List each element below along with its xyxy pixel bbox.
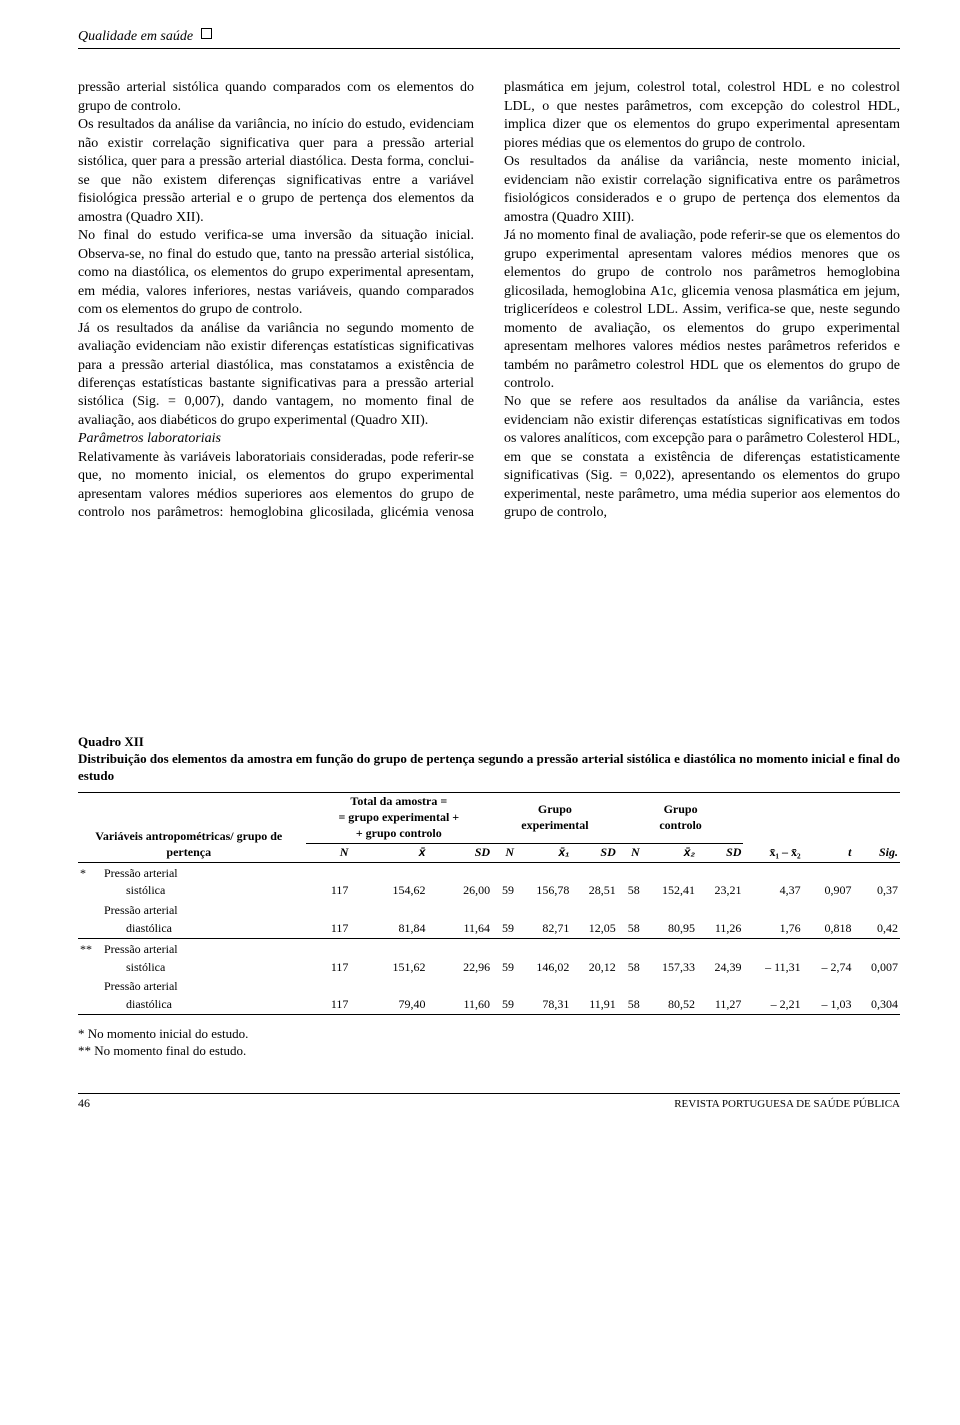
box-icon bbox=[201, 28, 212, 39]
table-row: diastólica11781,8411,645982,7112,055880,… bbox=[78, 920, 900, 938]
subhead: x̄₁ bbox=[516, 843, 571, 862]
subhead: SD bbox=[571, 843, 617, 862]
paragraph: pressão arterial sistólica quando compar… bbox=[78, 79, 474, 116]
col-diff: x̄₁ – x̄₂ bbox=[743, 793, 802, 862]
paragraph: No final do estudo verifica-se uma inver… bbox=[78, 227, 474, 319]
footnote: ** No momento final do estudo. bbox=[78, 1042, 900, 1059]
col-t: t bbox=[803, 793, 854, 862]
table-block: Quadro XII Distribuição dos elementos da… bbox=[78, 733, 900, 1060]
journal-name: REVISTA PORTUGUESA DE SAÚDE PÚBLICA bbox=[674, 1097, 900, 1112]
table-caption: Distribuição dos elementos da amostra em… bbox=[78, 750, 900, 784]
col-ctrl: Grupo controlo bbox=[618, 793, 744, 843]
col-sig: Sig. bbox=[854, 793, 900, 862]
paragraph: Os resultados da análise da variância, n… bbox=[504, 153, 900, 227]
col-total: Total da amostra = = grupo experimental … bbox=[306, 793, 493, 843]
subhead: N bbox=[492, 843, 516, 862]
data-table: Variáveis antropométricas/ grupo de pert… bbox=[78, 792, 900, 1015]
table-row: Pressão arterial bbox=[78, 976, 900, 996]
running-head-text: Qualidade em saúde bbox=[78, 29, 193, 44]
table-footnotes: * No momento inicial do estudo. ** No mo… bbox=[78, 1025, 900, 1059]
table-title: Quadro XII bbox=[78, 733, 900, 750]
page-footer: 46 REVISTA PORTUGUESA DE SAÚDE PÚBLICA bbox=[78, 1093, 900, 1112]
paragraph: No que se refere aos resultados da análi… bbox=[504, 393, 900, 522]
page-number: 46 bbox=[78, 1096, 90, 1112]
table-row: *Pressão arterial bbox=[78, 862, 900, 882]
subhead: SD bbox=[697, 843, 743, 862]
table-row: sistólica117151,6222,9659146,0220,125815… bbox=[78, 959, 900, 977]
table-row: diastólica11779,4011,605978,3111,915880,… bbox=[78, 996, 900, 1014]
table-body: *Pressão arterialsistólica117154,6226,00… bbox=[78, 862, 900, 1015]
table-header-row: Variáveis antropométricas/ grupo de pert… bbox=[78, 793, 900, 843]
col-exp: Grupo experimental bbox=[492, 793, 618, 843]
subhead: N bbox=[618, 843, 642, 862]
subhead: N bbox=[306, 843, 351, 862]
table-row: Pressão arterial bbox=[78, 900, 900, 920]
footnote: * No momento inicial do estudo. bbox=[78, 1025, 900, 1042]
subhead: x̄₂ bbox=[642, 843, 697, 862]
paragraph: Já no momento final de avaliação, pode r… bbox=[504, 227, 900, 393]
table-row: sistólica117154,6226,0059156,7828,515815… bbox=[78, 882, 900, 900]
subhead: SD bbox=[427, 843, 492, 862]
body-columns: pressão arterial sistólica quando compar… bbox=[78, 79, 900, 522]
section-heading: Parâmetros laboratoriais bbox=[78, 430, 474, 448]
paragraph: Os resultados da análise da variância, n… bbox=[78, 116, 474, 227]
col-variables: Variáveis antropométricas/ grupo de pert… bbox=[78, 793, 306, 862]
subhead: x̄ bbox=[350, 843, 427, 862]
paragraph: Já os resultados da análise da variância… bbox=[78, 320, 474, 431]
running-head: Qualidade em saúde bbox=[78, 28, 900, 46]
table-row: **Pressão arterial bbox=[78, 938, 900, 958]
header-rule bbox=[78, 48, 900, 49]
